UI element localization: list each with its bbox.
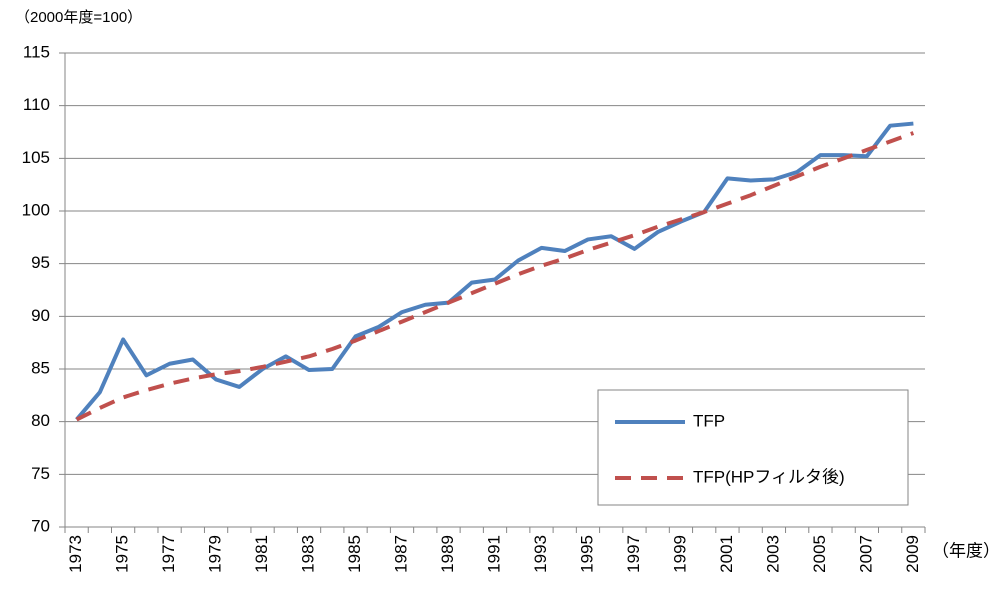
x-tick-label: 1989 [438,535,457,573]
x-tick-label: 2007 [856,535,875,573]
y-tick-label: 100 [22,200,50,219]
x-axis-label: （年度） [932,541,1000,560]
x-tick-label: 1981 [252,535,271,573]
x-tick-label: 1997 [624,535,643,573]
series-line [75,121,914,421]
y-tick-label: 105 [22,148,50,167]
x-tick-label: 1979 [206,535,225,573]
x-tick-label: 1993 [531,535,550,573]
y-tick-label: 80 [31,411,50,430]
legend-box [597,389,909,506]
x-tick-label: 2005 [810,535,829,573]
y-tick-label: 70 [31,516,50,535]
x-tick-label: 1985 [345,535,364,573]
x-tick-label: 1977 [159,535,178,573]
series-line [75,131,915,422]
x-tick-label: 1995 [577,535,596,573]
y-tick-label: 115 [23,42,50,61]
y-tick-label: 85 [31,358,50,377]
y-tick-label: 110 [23,95,50,114]
x-tick-label: 1991 [484,535,503,573]
x-tick-label: 2001 [717,535,736,573]
x-tick-label: 1975 [113,535,132,573]
x-tick-label: 1983 [299,535,318,573]
y-tick-label: 75 [31,464,50,483]
y-axis-label: （2000年度=100） [15,9,142,26]
x-tick-label: 1999 [670,535,689,573]
legend-label: TFP [693,411,725,430]
x-tick-label: 1987 [392,535,411,573]
x-tick-label: 2003 [763,535,782,573]
legend-label: TFP(HPフィルタ後) [693,467,845,486]
x-tick-label: 2009 [903,535,922,573]
x-tick-label: 1973 [66,535,85,573]
y-tick-label: 95 [31,253,50,272]
y-tick-label: 90 [31,306,50,325]
